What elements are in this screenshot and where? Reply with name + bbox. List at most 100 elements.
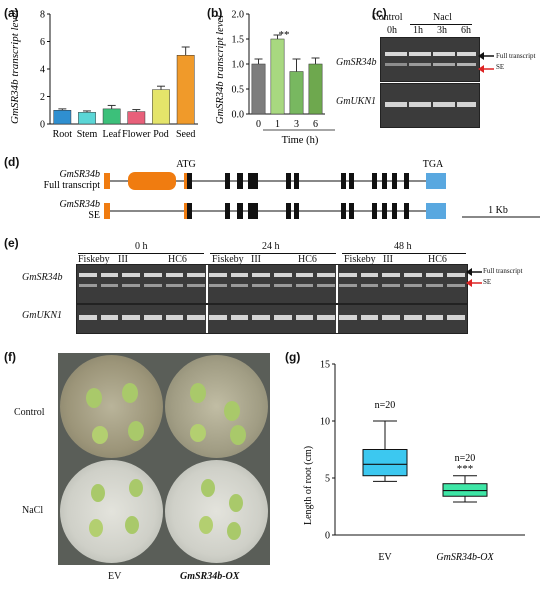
- row-label-control: Control: [14, 407, 45, 418]
- g-xtick-label: GmSR34b-OX: [436, 552, 494, 563]
- panel-label-c: (c): [372, 6, 387, 20]
- time-label-0h: 0 h: [135, 241, 148, 252]
- gene-structure: ATG TGA GmSR34b Full transcript GmSR34b …: [44, 159, 540, 221]
- chart-b-significance: **: [279, 29, 290, 41]
- gel-e-band-se: [404, 284, 422, 287]
- gel-e-band-se: [79, 284, 97, 287]
- b-bar: [308, 63, 323, 115]
- nacl-bracket: [410, 24, 472, 25]
- a-bar: [102, 108, 121, 125]
- gel-e-se-label: SE: [483, 278, 492, 286]
- b-xtick-label: 6: [313, 119, 318, 130]
- panel-f: Control NaCl EV GmSR34b-OX: [0, 345, 285, 589]
- gel-e-band-ref: [382, 315, 400, 320]
- gel-e-band-ref: [360, 315, 379, 320]
- geno-24h-iii: III: [251, 254, 261, 265]
- gel-e-band-full: [339, 273, 357, 277]
- gel-e-band-ref: [252, 315, 270, 320]
- gel-e-band-se: [339, 284, 357, 287]
- box-n-ev: n=20: [375, 400, 396, 411]
- gel-e-band-full: [274, 273, 292, 277]
- gel-e-band-ref: [425, 315, 444, 320]
- a-xtick-label: Stem: [77, 129, 98, 140]
- gel-e-band-ref: [165, 315, 184, 320]
- lane-label-0h: 0h: [387, 25, 397, 36]
- geno-48h-hc6: HC6: [428, 254, 447, 265]
- time-label-48h: 48 h: [394, 241, 412, 252]
- gel-e-band-se: [274, 284, 292, 287]
- gel-e-band-se: [382, 284, 400, 287]
- gel-e-gene1: GmSR34b: [22, 272, 63, 283]
- a-ytick-label: 2: [40, 92, 45, 103]
- b-xtick-label: 3: [294, 119, 299, 130]
- g-ytick-label: 15: [320, 360, 330, 371]
- b-xtick-label: 0: [256, 119, 261, 130]
- gel-e-band-ref: [122, 315, 140, 320]
- gel-e-bottom: [76, 304, 468, 334]
- tga-label: TGA: [423, 159, 444, 170]
- gel-e-band-se: [122, 284, 140, 287]
- a-xtick-label: Pod: [153, 129, 169, 140]
- gel-e-band-ref: [230, 315, 249, 320]
- a-bar: [127, 111, 146, 125]
- gel-e-band-full: [187, 273, 205, 277]
- panel-label-f: (f): [4, 350, 16, 364]
- gel-e-band-se: [165, 284, 184, 287]
- lane-label-1h: 1h: [413, 25, 423, 36]
- gel-e-arrows: [466, 268, 482, 287]
- a-xtick-label: Root: [53, 129, 73, 140]
- g-ytick-label: 0: [325, 531, 330, 542]
- a-xtick-label: Flower: [122, 129, 151, 140]
- a-bar: [78, 112, 96, 125]
- gel-e-band-ref: [187, 315, 205, 320]
- a-ytick-label: 4: [40, 65, 45, 76]
- gel-e-band-se: [317, 284, 335, 287]
- gel-c-arrows: [478, 52, 494, 73]
- time-label-24h: 24 h: [262, 241, 280, 252]
- gel-c-bottom: [380, 83, 480, 128]
- geno-24h-hc6: HC6: [298, 254, 317, 265]
- dish-ox-nacl: [165, 460, 268, 563]
- gel-e-band-full: [404, 273, 422, 277]
- geno-0h-hc6: HC6: [168, 254, 187, 265]
- gel-e-band-se: [230, 284, 249, 287]
- panel-e: 0 h 24 h 48 h Fiskeby III HC6 Fiskeby II…: [0, 236, 550, 336]
- gel-e-band-full: [100, 273, 119, 277]
- gel-e-band-se: [144, 284, 162, 287]
- chart-a: GmSR34b transcript level 0 2 4 6 8 Root Stem L…: [9, 10, 198, 140]
- gel-e-band-full: [382, 273, 400, 277]
- col-label-ox: GmSR34b-OX: [180, 571, 240, 582]
- gel-e-band-se: [425, 284, 444, 287]
- chart-b: GmSR34b transcript level 0.0 0.5 1.0 1.5 2.0…: [215, 10, 335, 146]
- gel-e-band-full: [209, 273, 227, 277]
- panel-label-e: (e): [4, 236, 19, 250]
- gel-c-gene2: GmUKN1: [336, 96, 377, 107]
- row-label-nacl: NaCl: [22, 505, 44, 516]
- panel-label-a: (a): [4, 6, 19, 20]
- a-bar: [53, 110, 72, 125]
- chart-b-ylabel: GmSR34b transcript level: [215, 15, 226, 124]
- a-ytick-label: 0: [40, 120, 45, 131]
- gel-c-se-label: SE: [496, 63, 505, 71]
- geno-0h-iii: III: [118, 254, 128, 265]
- a-bar: [152, 89, 170, 125]
- panel-label-d: (d): [4, 155, 20, 169]
- gel-e-band-se: [100, 284, 119, 287]
- control-label: Control: [372, 12, 403, 23]
- seedling-photo: [58, 353, 270, 565]
- gel-e-band-se: [295, 284, 314, 287]
- gel-e-divider: [336, 305, 338, 333]
- a-ytick-label: 6: [40, 37, 45, 48]
- dish-ev-nacl: [60, 460, 163, 563]
- b-bar: [251, 63, 266, 115]
- row1-sub: Full transcript: [44, 180, 101, 191]
- panel-label-g: (g): [285, 350, 301, 364]
- gel-e-band-ref: [79, 315, 97, 320]
- gel-c-full-label: Full transcript: [496, 52, 536, 60]
- lane-label-3h: 3h: [437, 25, 447, 36]
- gel-e-band-full: [295, 273, 314, 277]
- gel-e-band-full: [165, 273, 184, 277]
- b-bar: [270, 38, 285, 115]
- gel-e-band-ref: [100, 315, 119, 320]
